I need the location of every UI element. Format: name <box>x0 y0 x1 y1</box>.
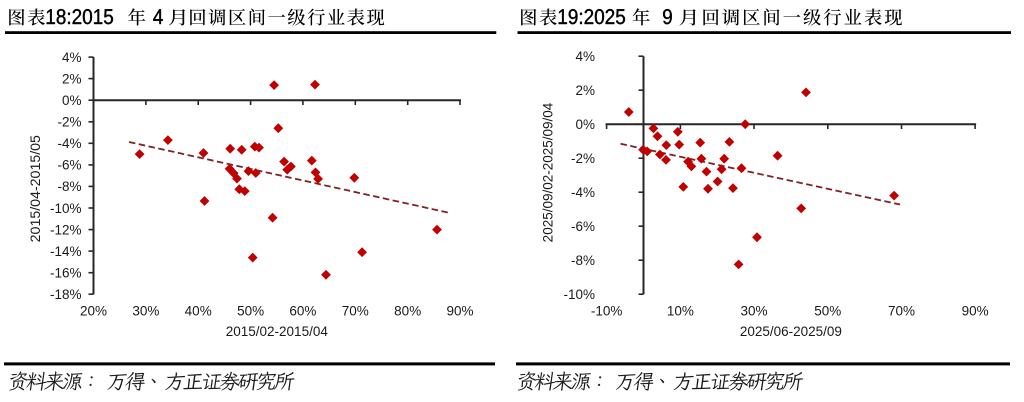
svg-text:20%: 20% <box>80 303 107 318</box>
svg-text:30%: 30% <box>740 303 767 318</box>
svg-text:-10%: -10% <box>563 287 595 302</box>
svg-text:2015/02-2015/04: 2015/02-2015/04 <box>226 324 329 339</box>
svg-text:-6%: -6% <box>571 219 595 234</box>
svg-text:60%: 60% <box>289 303 316 318</box>
svg-text:90%: 90% <box>962 303 989 318</box>
svg-text:90%: 90% <box>446 303 473 318</box>
svg-text:30%: 30% <box>132 303 159 318</box>
svg-text:40%: 40% <box>185 303 212 318</box>
svg-text:2025/09/02-2025/09/04: 2025/09/02-2025/09/04 <box>540 102 555 242</box>
svg-text:70%: 70% <box>342 303 369 318</box>
svg-text:-2%: -2% <box>57 115 81 130</box>
svg-text:50%: 50% <box>814 303 841 318</box>
svg-text:80%: 80% <box>394 303 421 318</box>
svg-text:70%: 70% <box>888 303 915 318</box>
svg-text:10%: 10% <box>667 303 694 318</box>
svg-text:4%: 4% <box>62 50 82 65</box>
svg-text:-6%: -6% <box>57 158 81 173</box>
svg-text:-8%: -8% <box>57 179 81 194</box>
svg-text:-10%: -10% <box>50 201 82 216</box>
svg-text:2025/06-2025/09: 2025/06-2025/09 <box>740 324 842 339</box>
svg-text:0%: 0% <box>575 117 595 132</box>
svg-text:-2%: -2% <box>571 151 595 166</box>
svg-text:2%: 2% <box>575 83 595 98</box>
svg-text:0%: 0% <box>62 93 82 108</box>
svg-text:-14%: -14% <box>50 244 82 259</box>
svg-text:2015/04-2015/05: 2015/04-2015/05 <box>28 135 44 242</box>
svg-text:-12%: -12% <box>50 222 82 237</box>
svg-text:50%: 50% <box>237 303 264 318</box>
svg-text:-4%: -4% <box>57 136 81 151</box>
svg-text:-16%: -16% <box>50 266 82 281</box>
svg-text:-18%: -18% <box>50 287 82 302</box>
svg-text:4%: 4% <box>575 49 595 64</box>
svg-text:-8%: -8% <box>571 253 595 268</box>
svg-text:-10%: -10% <box>591 303 623 318</box>
svg-text:2%: 2% <box>62 71 82 86</box>
svg-text:-4%: -4% <box>571 185 595 200</box>
